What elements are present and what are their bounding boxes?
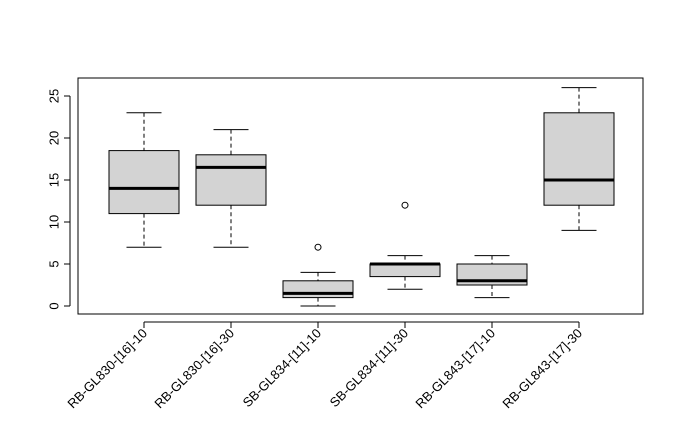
y-tick-label: 25 xyxy=(47,89,62,103)
x-tick-label: RB-GL843-[17]-10 xyxy=(412,326,498,412)
x-tick-label: SB-GL834-[11]-30 xyxy=(327,326,412,411)
y-tick-label: 0 xyxy=(47,302,62,309)
box-iqr xyxy=(282,280,354,299)
x-tick-label: RB-GL843-[17]-30 xyxy=(499,326,585,412)
y-tick-label: 20 xyxy=(47,131,62,145)
y-tick-label: 10 xyxy=(47,215,62,229)
box-iqr xyxy=(195,154,267,206)
x-tick-label: RB-GL830-[16]-10 xyxy=(64,326,150,412)
y-tick-label: 5 xyxy=(47,260,62,267)
outlier-point xyxy=(314,243,322,251)
y-tick-label: 15 xyxy=(47,173,62,187)
x-tick-label: RB-GL830-[16]-30 xyxy=(151,326,237,412)
plot-frame xyxy=(77,77,644,315)
box-iqr xyxy=(543,112,615,206)
box-iqr xyxy=(108,150,180,215)
x-tick-label: SB-GL834-[11]-10 xyxy=(240,326,325,411)
outlier-point xyxy=(401,201,409,209)
box-iqr xyxy=(369,263,441,278)
